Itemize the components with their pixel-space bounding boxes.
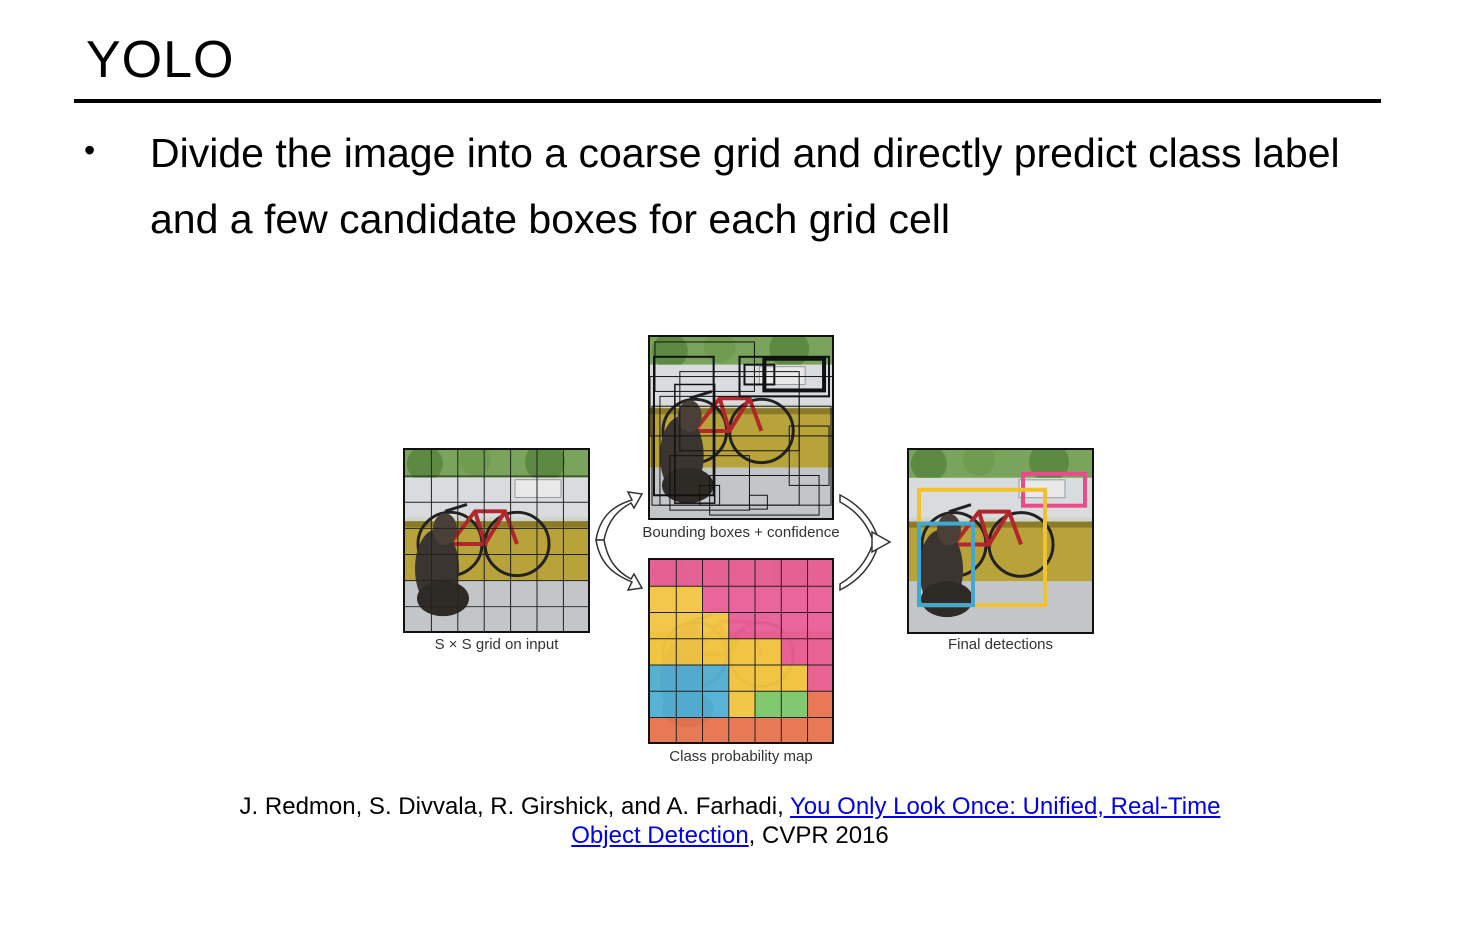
class-probability-map — [648, 558, 834, 744]
class-map-cell — [755, 586, 782, 613]
class-map-cell — [781, 665, 808, 692]
class-map-cell — [650, 612, 677, 639]
bullet-text: Divide the image into a coarse grid and … — [150, 130, 1340, 242]
dog-detection-box — [917, 521, 975, 608]
arrow-left-up-icon — [595, 491, 644, 541]
class-map-cell — [676, 638, 703, 666]
class-map-cell — [807, 560, 832, 587]
grid-input-caption: S × S grid on input — [434, 636, 559, 653]
class-map-cell — [807, 638, 832, 666]
class-map-cell — [676, 612, 703, 639]
class-map-cell — [781, 638, 808, 666]
class-map-cell — [755, 665, 782, 692]
class-map-cell — [781, 560, 808, 587]
class-map-cell — [702, 665, 729, 692]
class-map-cell — [728, 586, 756, 613]
class-map-cell — [728, 560, 756, 587]
citation-venue: , CVPR 2016 — [748, 822, 889, 849]
class-map-cell — [807, 717, 832, 742]
class-map-cell — [650, 665, 677, 692]
class-map-cell — [728, 665, 756, 692]
final-detections-caption: Final detections — [947, 636, 1054, 653]
class-map-cell — [676, 717, 703, 742]
class-map-cell — [781, 717, 808, 742]
bullet-marker: • — [84, 132, 96, 168]
class-map-cell — [755, 717, 782, 742]
class-map-cell — [755, 560, 782, 587]
class-map-cell — [807, 691, 832, 718]
class-map-cell — [781, 586, 808, 613]
class-map-cell — [728, 691, 756, 718]
class-map-cell — [676, 586, 703, 613]
class-map-cell — [781, 612, 808, 639]
paper-link-part2[interactable]: Object Detection — [571, 822, 749, 849]
class-map-cell — [728, 638, 756, 666]
class-map-cell — [807, 586, 832, 613]
title-divider — [74, 99, 1381, 103]
class-map-cell — [755, 612, 782, 639]
class-map-cell — [781, 691, 808, 718]
class-map-cell — [728, 717, 756, 742]
class-probability-caption: Class probability map — [669, 748, 813, 765]
class-map-cell — [702, 560, 729, 587]
arrow-right-head-icon — [871, 530, 892, 554]
class-map-cell — [755, 691, 782, 718]
citation-authors: J. Redmon, S. Divvala, R. Girshick, and … — [239, 793, 790, 820]
class-map-cell — [650, 560, 677, 587]
class-map-cell — [650, 691, 677, 718]
grid-input-image — [403, 448, 590, 633]
class-map-cell — [650, 717, 677, 742]
class-map-cell — [650, 586, 677, 613]
class-map-cell — [702, 638, 729, 666]
class-map-cell — [676, 691, 703, 718]
class-map-cell — [702, 612, 729, 639]
class-map-cell — [728, 612, 756, 639]
class-map-cell — [650, 638, 677, 666]
arrow-left-down-icon — [595, 539, 644, 591]
class-map-cell — [807, 665, 832, 692]
class-map-cell — [676, 560, 703, 587]
class-map-cell — [702, 691, 729, 718]
class-map-cell — [807, 612, 832, 639]
bounding-boxes-image — [648, 335, 834, 520]
slide-title: YOLO — [86, 31, 235, 89]
class-map-cell — [702, 586, 729, 613]
paper-link-part1[interactable]: You Only Look Once: Unified, Real-Time — [790, 793, 1221, 820]
final-detections-image — [907, 448, 1094, 634]
bounding-boxes-caption: Bounding boxes + confidence — [642, 524, 840, 541]
citation: J. Redmon, S. Divvala, R. Girshick, and … — [150, 792, 1310, 850]
class-map-cell — [755, 638, 782, 666]
class-map-cell — [702, 717, 729, 742]
class-map-cell — [676, 665, 703, 692]
